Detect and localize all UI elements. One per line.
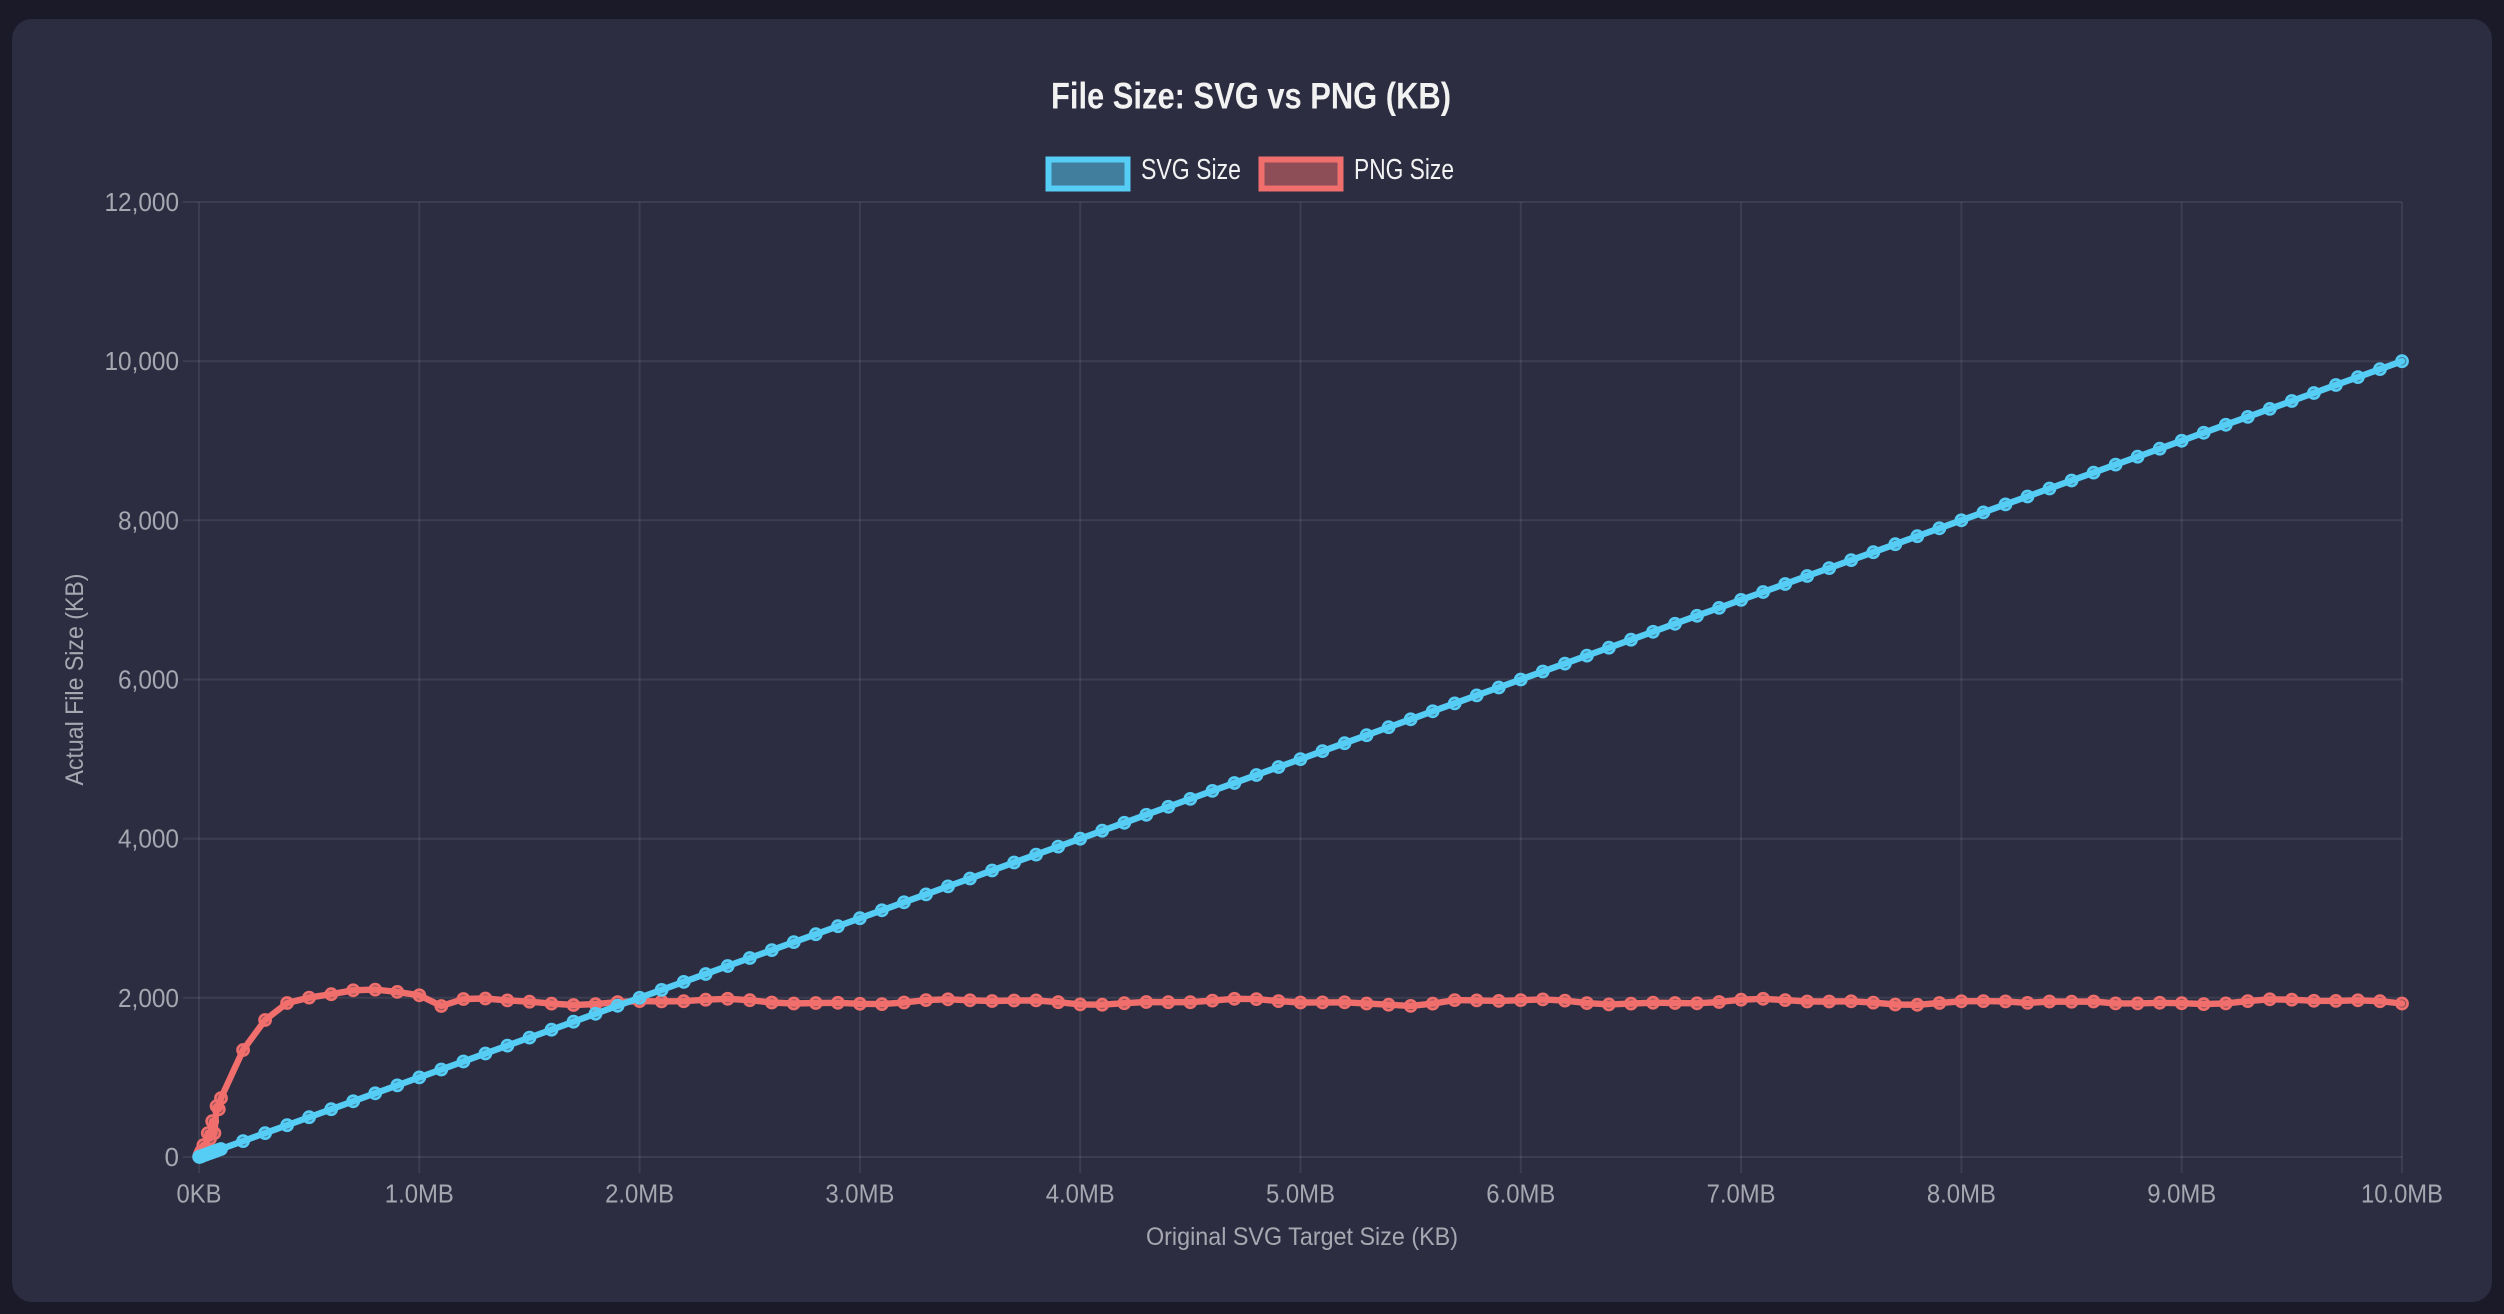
- svg-text:File Size: SVG vs PNG (KB): File Size: SVG vs PNG (KB): [1051, 76, 1451, 117]
- svg-text:2,000: 2,000: [118, 983, 179, 1013]
- svg-text:4.0MB: 4.0MB: [1046, 1179, 1115, 1209]
- svg-text:7.0MB: 7.0MB: [1707, 1179, 1776, 1209]
- svg-text:0: 0: [165, 1142, 179, 1172]
- svg-text:6,000: 6,000: [118, 665, 179, 695]
- svg-text:4,000: 4,000: [118, 824, 179, 854]
- svg-text:PNG Size: PNG Size: [1354, 154, 1454, 186]
- svg-text:3.0MB: 3.0MB: [825, 1179, 894, 1209]
- svg-text:2.0MB: 2.0MB: [605, 1179, 674, 1209]
- svg-text:8.0MB: 8.0MB: [1927, 1179, 1996, 1209]
- svg-text:SVG Size: SVG Size: [1141, 154, 1241, 186]
- svg-text:10.0MB: 10.0MB: [2361, 1179, 2443, 1209]
- svg-text:Actual File Size (KB): Actual File Size (KB): [61, 574, 89, 786]
- svg-text:Original SVG Target Size (KB): Original SVG Target Size (KB): [1146, 1223, 1458, 1251]
- svg-text:6.0MB: 6.0MB: [1486, 1179, 1555, 1209]
- svg-text:9.0MB: 9.0MB: [2147, 1179, 2216, 1209]
- svg-text:1.0MB: 1.0MB: [385, 1179, 454, 1209]
- svg-text:5.0MB: 5.0MB: [1266, 1179, 1335, 1209]
- svg-text:10,000: 10,000: [105, 346, 180, 376]
- svg-text:0KB: 0KB: [177, 1179, 222, 1209]
- svg-text:8,000: 8,000: [118, 505, 179, 535]
- svg-text:12,000: 12,000: [105, 187, 180, 217]
